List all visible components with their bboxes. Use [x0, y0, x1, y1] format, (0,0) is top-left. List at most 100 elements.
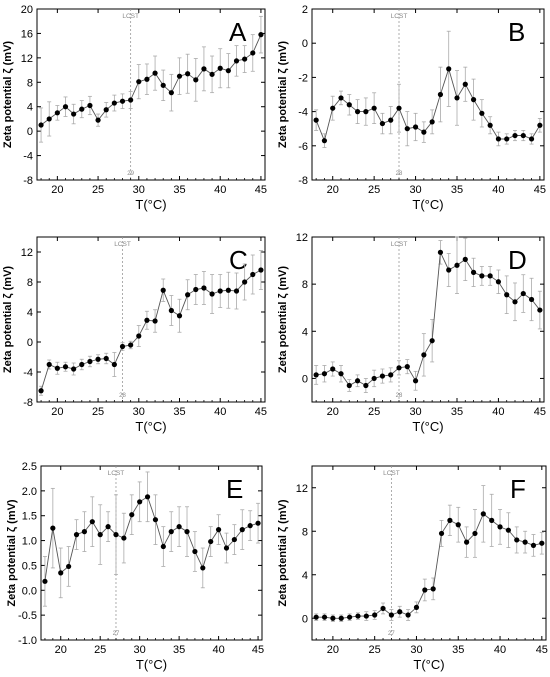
lcst-label-a: LCST — [122, 13, 139, 20]
data-point — [62, 364, 69, 370]
data-point — [338, 371, 344, 377]
data-point — [152, 70, 158, 76]
x-tick-label: 30 — [410, 644, 422, 656]
data-point — [152, 318, 158, 324]
plot-frame-d — [311, 236, 545, 403]
data-point — [144, 494, 151, 500]
data-point — [38, 122, 44, 128]
data-point — [121, 535, 127, 541]
data-point — [247, 523, 253, 529]
x-tick-label: 25 — [368, 406, 380, 418]
panel-e: LCST 27 20 25 30 35 40 45 -1.0 -0.5 0.0 0.5 1.0 1.5 2.… — [6, 461, 264, 672]
data-point — [176, 524, 182, 530]
y-tick-label: -8 — [298, 175, 308, 187]
y-tick-label: 8 — [27, 77, 33, 89]
data-point — [372, 612, 378, 618]
error-bars-f — [314, 485, 544, 622]
y-tick-label: 12 — [21, 247, 33, 259]
y-tick-label: 4 — [302, 326, 308, 338]
data-point — [396, 105, 402, 111]
x-tick-label: 25 — [94, 644, 106, 656]
data-point — [160, 82, 166, 88]
data-point — [455, 522, 461, 528]
data-point — [50, 525, 56, 531]
data-point — [354, 378, 361, 384]
y-axis-title-a: Zeta potential ζ (mV) — [2, 41, 14, 148]
lcst-value-d: 28 — [396, 393, 403, 399]
plot-frame-a — [36, 8, 266, 181]
data-point — [168, 529, 174, 535]
data-point — [200, 565, 206, 571]
data-point — [396, 365, 402, 371]
data-points-c — [38, 267, 264, 394]
data-point — [462, 81, 468, 87]
data-point — [81, 529, 88, 535]
y-tick-label: 0 — [27, 126, 33, 138]
data-point — [470, 97, 477, 103]
x-tick-label: 45 — [252, 644, 264, 656]
data-point — [71, 366, 77, 372]
y-tick-label: 8 — [27, 277, 33, 289]
data-points-a — [38, 32, 264, 128]
data-point — [46, 116, 52, 122]
data-point — [528, 136, 535, 142]
y-tick-label: -2 — [298, 72, 308, 84]
data-point — [479, 273, 485, 279]
data-point — [95, 117, 101, 123]
error-bars-c — [39, 250, 263, 396]
data-point — [208, 538, 214, 545]
data-point — [233, 58, 240, 64]
data-point — [97, 532, 103, 538]
data-point — [58, 570, 64, 576]
y-tick-label: -1.0 — [18, 635, 37, 647]
data-point — [79, 106, 85, 112]
panel-letter-c: C — [229, 245, 248, 275]
data-point — [176, 313, 183, 319]
data-point — [258, 267, 264, 273]
x-axis-title-c: T(°C) — [135, 419, 166, 434]
data-point — [405, 612, 411, 618]
data-point — [388, 372, 394, 378]
data-point — [144, 317, 150, 323]
data-point — [136, 333, 142, 339]
y-tick-label: 0 — [302, 613, 308, 625]
x-tick-label: 25 — [369, 644, 381, 656]
data-point — [242, 56, 248, 62]
data-point — [480, 511, 486, 517]
panel-letter-a: A — [229, 17, 247, 47]
data-point — [113, 532, 119, 538]
data-point — [505, 527, 511, 533]
x-axis-title-e: T(°C) — [136, 657, 167, 672]
data-point — [489, 517, 495, 523]
x-tick-label: 20 — [327, 406, 339, 418]
panel-d: LCST 28 20 25 30 35 40 45 0 4 8 12 T(°C) Zeta potenti… — [277, 232, 546, 434]
x-tick-label: 35 — [451, 406, 463, 418]
y-tick-label: 2 — [302, 4, 308, 16]
data-point — [371, 105, 377, 111]
data-point — [354, 109, 361, 115]
data-point — [487, 273, 493, 279]
data-points-e — [42, 494, 261, 584]
data-point — [42, 578, 48, 584]
lcst-value-e: 27 — [113, 631, 120, 637]
data-point — [54, 365, 60, 371]
x-tick-label: 35 — [451, 184, 463, 196]
data-point — [209, 71, 215, 77]
data-point — [379, 120, 386, 127]
data-point — [313, 372, 319, 378]
y-tick-label: -8 — [23, 175, 33, 187]
x-tick-label: 25 — [92, 406, 104, 418]
data-point — [128, 342, 134, 348]
data-point — [437, 249, 444, 255]
data-point — [338, 95, 344, 101]
data-point — [105, 524, 111, 530]
data-point — [321, 138, 328, 144]
x-tick-label: 25 — [92, 184, 104, 196]
data-point — [528, 296, 535, 303]
y-tick-label: 1.5 — [22, 511, 37, 523]
x-axis-title-d: T(°C) — [412, 419, 443, 434]
data-point — [454, 95, 460, 101]
series-line-c — [40, 269, 262, 391]
x-tick-label: 30 — [133, 184, 145, 196]
